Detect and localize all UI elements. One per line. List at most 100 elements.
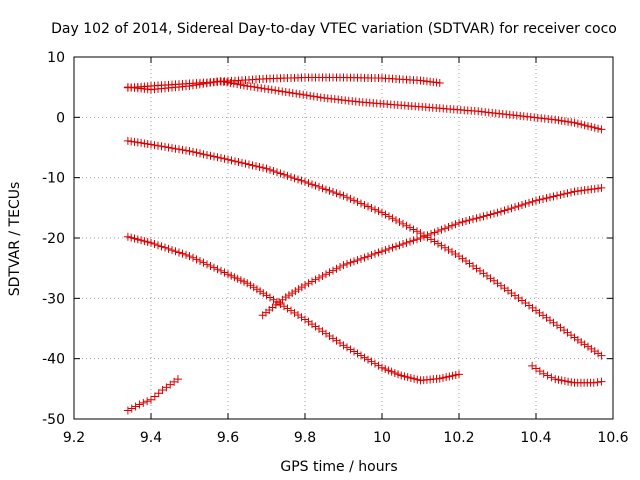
data-point xyxy=(137,138,146,147)
data-point xyxy=(455,218,463,227)
data-point xyxy=(458,217,467,226)
y-tick-label: -50 xyxy=(42,412,65,428)
data-point xyxy=(252,285,261,294)
data-point xyxy=(557,376,566,385)
data-point xyxy=(357,351,365,360)
data-point xyxy=(472,214,481,223)
data-point xyxy=(130,137,139,146)
data-point xyxy=(374,361,383,370)
data-point xyxy=(135,400,144,409)
data-point xyxy=(360,253,369,262)
data-point xyxy=(437,241,446,250)
data-point xyxy=(399,219,407,228)
data-point xyxy=(224,270,232,279)
data-point xyxy=(406,373,415,382)
data-point xyxy=(292,89,301,98)
data-point xyxy=(281,293,290,302)
data-point xyxy=(150,240,159,249)
x-tick-labels: 9.2 9.4 9.6 9.8 10 10.2 10.4 10.6 xyxy=(63,430,629,446)
data-point xyxy=(336,262,344,271)
data-point xyxy=(435,78,444,87)
data-point xyxy=(403,373,412,382)
data-point xyxy=(262,164,271,173)
data-point xyxy=(259,163,267,172)
data-point xyxy=(557,116,566,125)
data-point xyxy=(542,194,551,203)
data-point xyxy=(236,80,245,89)
data-point xyxy=(297,176,306,185)
data-point xyxy=(360,353,369,362)
data-point xyxy=(256,287,265,296)
series-trace-1 xyxy=(123,73,444,92)
data-point xyxy=(434,239,442,248)
data-point xyxy=(189,253,197,262)
data-point xyxy=(394,370,403,379)
data-point xyxy=(154,141,162,150)
data-point xyxy=(238,158,246,167)
data-point xyxy=(171,247,180,256)
data-point xyxy=(219,77,228,86)
data-point xyxy=(280,170,288,179)
plot-frame xyxy=(73,56,614,420)
data-point xyxy=(384,366,393,375)
data-point xyxy=(409,236,418,245)
data-point xyxy=(573,119,582,128)
data-point xyxy=(161,142,169,151)
data-point xyxy=(269,167,278,176)
data-point xyxy=(311,181,320,190)
data-point xyxy=(161,243,169,252)
data-point xyxy=(397,371,406,380)
data-point xyxy=(249,283,258,292)
data-point xyxy=(346,194,355,203)
data-point xyxy=(378,247,386,256)
data-point xyxy=(593,378,602,387)
data-point xyxy=(441,224,449,233)
data-point xyxy=(590,347,599,356)
data-point xyxy=(243,81,252,90)
data-point xyxy=(306,91,315,100)
data-point xyxy=(236,276,245,285)
data-point xyxy=(147,395,155,404)
data-point xyxy=(442,373,451,382)
data-point xyxy=(280,302,288,311)
data-point xyxy=(413,227,421,236)
x-tick-label: 10 xyxy=(373,430,391,446)
data-point xyxy=(420,232,428,241)
data-point xyxy=(245,160,253,169)
data-point xyxy=(150,392,159,401)
data-point xyxy=(549,192,558,201)
data-point xyxy=(402,238,411,247)
data-point xyxy=(178,145,187,154)
data-point xyxy=(587,122,596,131)
data-point xyxy=(210,152,218,161)
data-point xyxy=(441,243,449,252)
data-point xyxy=(567,378,576,387)
data-point xyxy=(594,349,603,358)
x-tick-label: 10.6 xyxy=(597,430,628,446)
data-point xyxy=(402,221,411,230)
data-point xyxy=(493,208,502,217)
data-point xyxy=(413,375,422,384)
data-point xyxy=(140,139,149,148)
data-point xyxy=(346,345,355,354)
data-point xyxy=(507,204,516,213)
data-point xyxy=(518,200,526,209)
data-point xyxy=(430,237,439,246)
data-point xyxy=(301,177,309,186)
y-tick-label: -40 xyxy=(42,352,65,368)
data-point xyxy=(304,279,313,288)
x-tick-label: 10.2 xyxy=(443,430,474,446)
data-point xyxy=(388,243,397,252)
data-point xyxy=(597,183,606,192)
data-point xyxy=(283,304,292,313)
y-tick-label: -20 xyxy=(42,231,65,247)
data-point xyxy=(226,78,235,87)
data-point xyxy=(577,338,586,347)
data-point xyxy=(567,188,575,197)
x-tick-label: 10.4 xyxy=(520,430,551,446)
data-point xyxy=(147,140,155,149)
data-point xyxy=(353,349,362,358)
data-point xyxy=(308,277,316,286)
data-point xyxy=(532,196,540,205)
